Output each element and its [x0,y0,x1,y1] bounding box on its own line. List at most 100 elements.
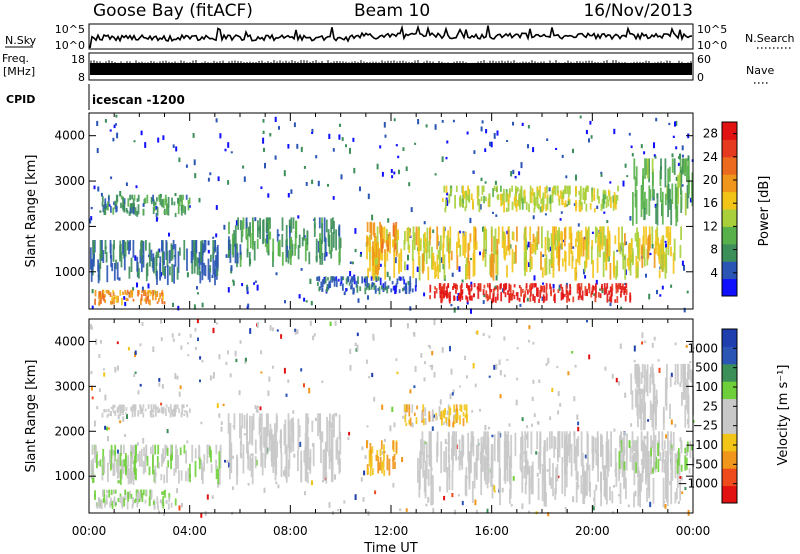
speckle [212,327,215,334]
nave-tick-high: 60 [697,53,711,66]
echo-streak [643,384,646,412]
echo-streak [545,254,548,275]
echo-streak [576,231,578,242]
echo-streak [677,363,679,385]
speckle [675,120,678,126]
echo-streak [499,194,502,200]
echo-streak [421,431,424,455]
speckle [677,162,680,166]
echo-streak [430,454,433,485]
echo-streak [568,226,571,240]
echo-streak [113,404,116,408]
echo-streak [536,195,539,208]
echo-streak [589,203,592,210]
echo-streak [493,287,496,291]
speckle [510,503,513,507]
echo-streak [436,226,439,250]
echo-streak [141,492,144,503]
echo-streak [115,194,118,201]
speckle [452,389,455,393]
echo-streak [654,454,657,462]
colorbar-tick-label: 4 [710,266,718,280]
echo-streak [539,285,542,294]
echo-streak [511,248,514,273]
speckle [521,417,524,422]
echo-streak [443,293,446,297]
echo-streak [450,250,453,261]
speckle [194,173,197,179]
echo-streak [574,445,577,471]
echo-streak [546,437,549,452]
speckle [271,327,274,332]
echo-streak [531,244,534,254]
echo-streak [492,297,495,301]
echo-streak [456,284,458,291]
echo-region [94,289,166,306]
echo-streak [554,437,557,450]
echo-streak [254,439,257,454]
echo-streak [567,185,570,198]
echo-streak [394,242,397,250]
echo-streak [140,241,142,257]
echo-streak [581,290,584,301]
echo-streak [634,363,637,384]
echo-streak [465,264,467,280]
echo-streak [108,489,111,498]
echo-streak [113,201,115,206]
echo-streak [162,198,165,209]
echo-streak [478,199,481,213]
echo-streak [488,196,491,207]
echo-streak [259,225,261,239]
echo-streak [479,283,482,292]
echo-streak [482,248,485,258]
echo-streak [129,240,131,251]
speckle [430,367,433,371]
speckle [376,163,379,170]
echo-streak [666,185,669,200]
echo-streak [486,283,489,288]
speckle [493,364,496,370]
echo-streak [136,198,139,202]
echo-streak [347,276,350,283]
velocity-data [89,319,695,518]
speckle [231,486,234,490]
echo-streak [591,240,594,250]
echo-streak [543,467,545,482]
echo-streak [533,192,536,206]
echo-streak [577,246,579,263]
speckle [329,321,332,327]
echo-streak [473,293,475,297]
echo-streak [283,424,286,446]
echo-streak [649,400,652,421]
echo-streak [349,279,352,284]
echo-streak [563,203,566,208]
echo-streak [673,158,676,175]
speckle [640,388,643,394]
speckle [284,300,286,304]
echo-streak [473,250,475,264]
speckle [661,285,664,290]
echo-streak [468,188,471,201]
echo-streak [375,265,377,275]
echo-streak [665,461,668,472]
speckle [157,137,160,143]
echo-streak [309,449,312,463]
speckle [300,146,303,153]
echo-streak [658,270,661,279]
echo-streak [403,239,406,251]
speckle [579,115,582,119]
echo-streak [655,206,657,224]
echo-streak [593,286,595,291]
echo-streak [447,431,450,463]
colorbar-tick-label: 28 [703,127,718,141]
echo-streak [543,440,546,453]
echo-streak [465,295,468,300]
echo-streak [153,204,156,211]
colorbar-segment [722,156,737,175]
echo-streak [672,252,675,274]
echo-streak [145,444,148,455]
speckle [107,427,110,430]
echo-streak [330,276,332,281]
